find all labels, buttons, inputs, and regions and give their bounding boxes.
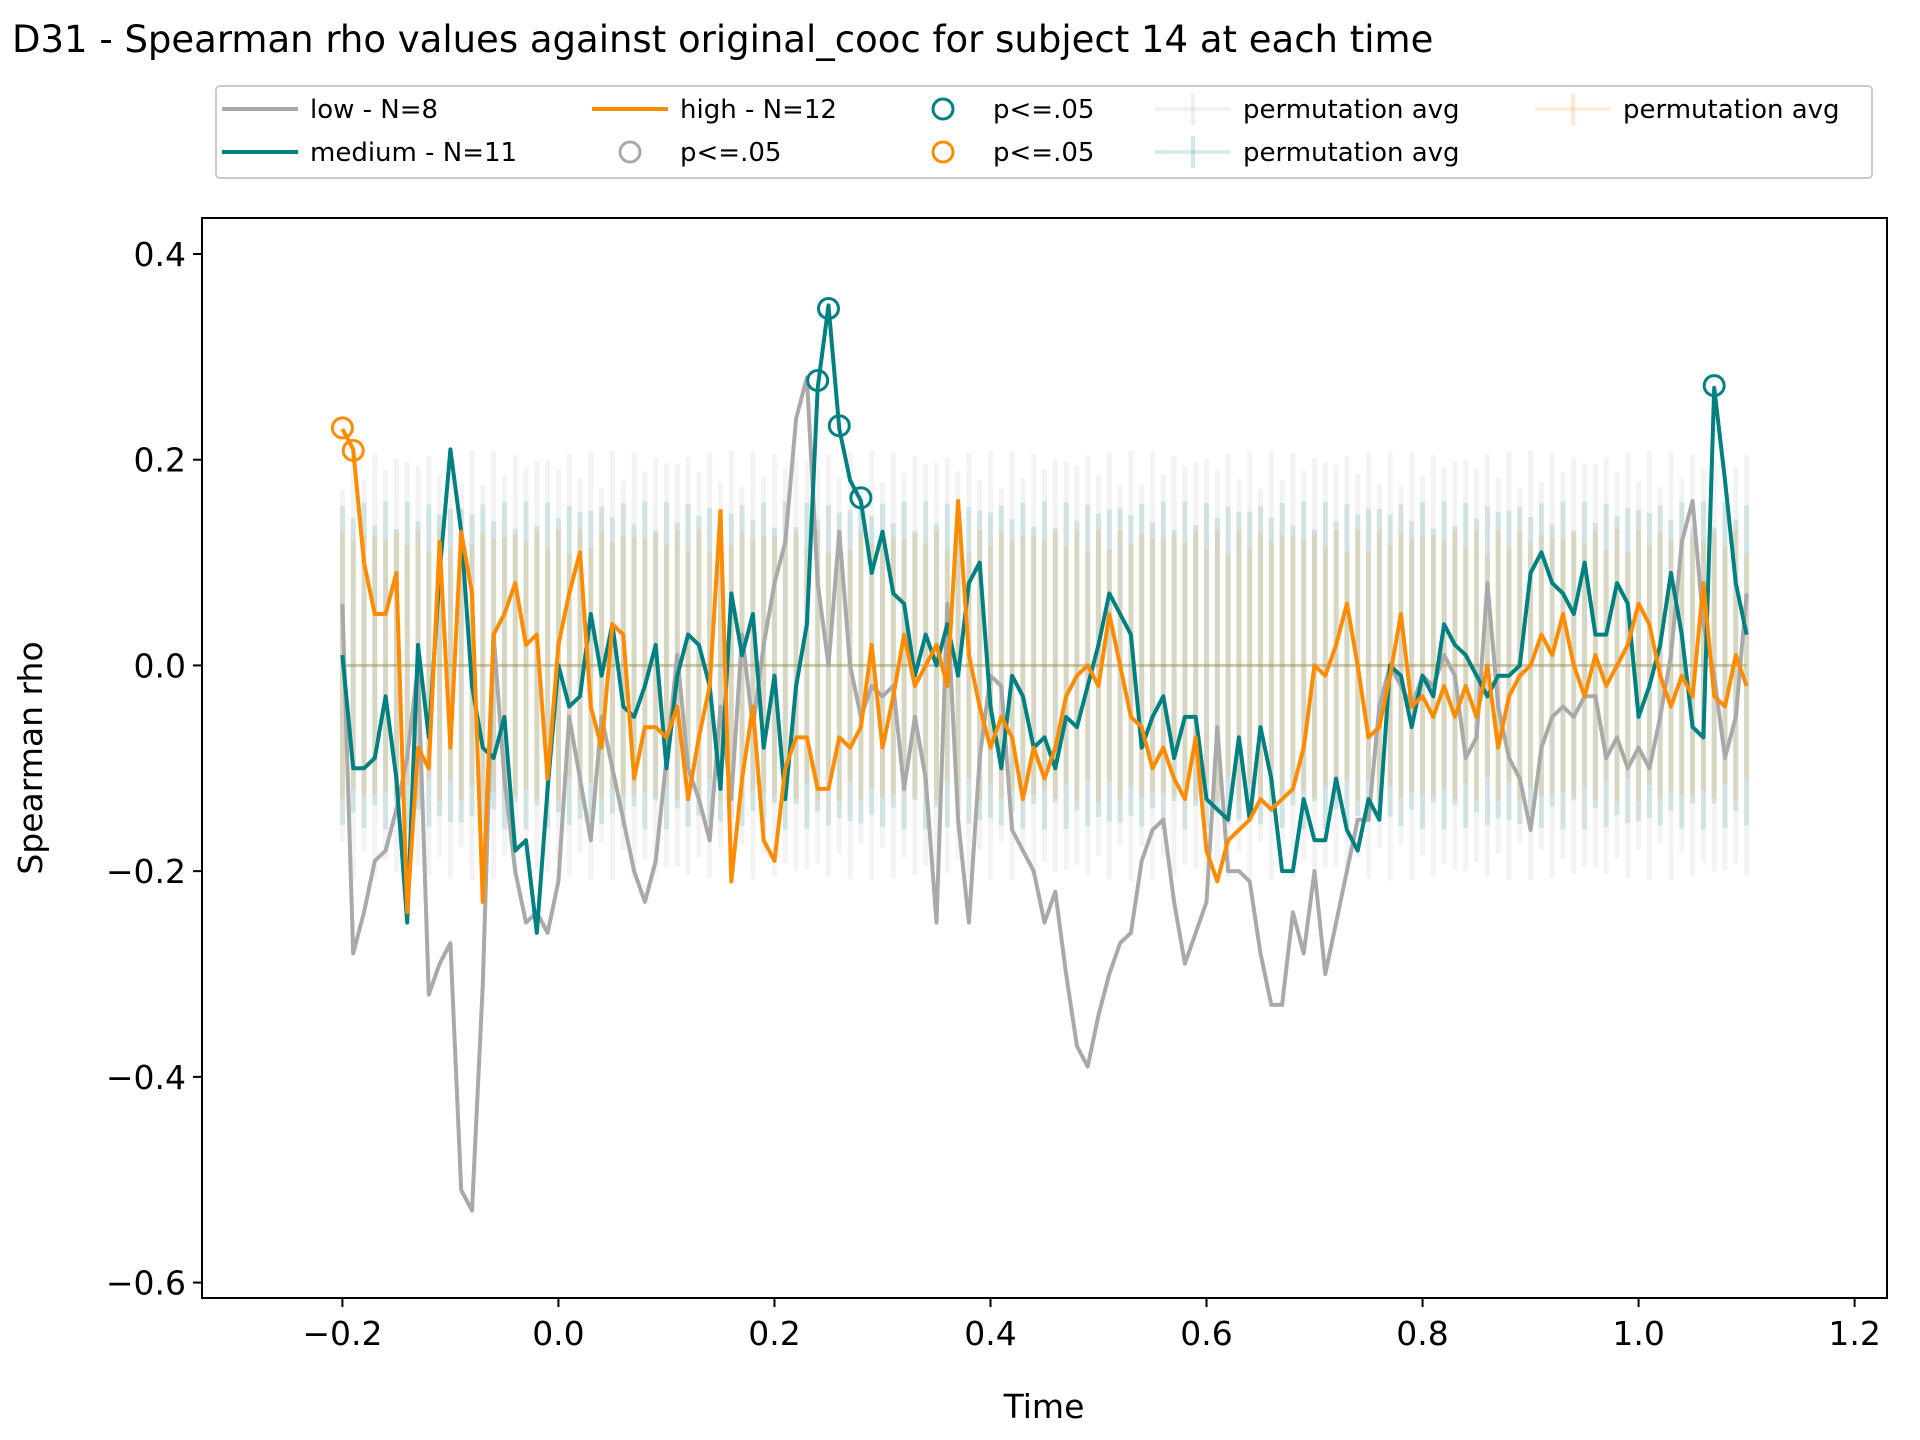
legend: low - N=8 medium - N=11 high - N=12 p<=.05 p…: [215, 85, 1873, 179]
x-tick-label: 1.0: [1612, 1314, 1664, 1353]
series-lines: [340, 303, 1749, 1213]
x-axis: −0.2 0.0 0.2 0.4 0.6 0.8 1.0 1.2: [302, 1298, 1881, 1353]
legend-label: p<=.05: [993, 138, 1094, 168]
permutation-errorbars: [339, 450, 1750, 881]
y-axis-label: Spearman rho: [11, 641, 50, 874]
series-line: [340, 427, 1749, 915]
x-tick-label: 0.6: [1180, 1314, 1232, 1353]
x-tick-label: −0.2: [302, 1314, 382, 1353]
significance-marker: [330, 416, 354, 440]
x-tick-label: 0.8: [1396, 1314, 1448, 1353]
legend-label: low - N=8: [310, 95, 438, 125]
x-axis-label: Time: [1003, 1387, 1085, 1426]
legend-circle-swatch: [931, 140, 955, 164]
y-tick-label: −0.4: [106, 1058, 186, 1097]
significance-marker: [849, 486, 873, 510]
legend-label: medium - N=11: [310, 138, 517, 168]
significance-markers: [330, 297, 1726, 510]
y-tick-label: −0.6: [106, 1264, 186, 1303]
y-tick-label: −0.2: [106, 852, 186, 891]
y-axis: 0.4 0.2 0.0 −0.2 −0.4 −0.6: [106, 235, 202, 1303]
x-tick-label: 0.2: [748, 1314, 800, 1353]
y-tick-label: 0.0: [134, 646, 186, 685]
x-tick-label: 0.4: [964, 1314, 1016, 1353]
legend-circle-swatch: [618, 140, 642, 164]
x-tick-label: 0.0: [532, 1314, 584, 1353]
legend-label: permutation avg: [1623, 95, 1840, 125]
plot-area: [201, 217, 1888, 1299]
significance-marker: [341, 438, 365, 462]
legend-label: permutation avg: [1243, 138, 1460, 168]
y-tick-label: 0.2: [134, 441, 186, 480]
y-tick-label: 0.4: [134, 235, 186, 274]
legend-label: permutation avg: [1243, 95, 1460, 125]
legend-label: p<=.05: [680, 138, 781, 168]
series-line: [340, 375, 1749, 1213]
significance-marker: [1702, 374, 1726, 398]
significance-marker: [806, 369, 830, 393]
plot-frame: [201, 217, 1888, 1299]
legend-label: p<=.05: [993, 95, 1094, 125]
significance-marker: [827, 414, 851, 438]
series-line: [340, 303, 1749, 935]
legend-circle-swatch: [931, 97, 955, 121]
legend-label: high - N=12: [680, 95, 837, 125]
x-tick-label: 1.2: [1828, 1314, 1880, 1353]
significance-marker: [816, 297, 840, 321]
chart-title: D31 - Spearman rho values against origin…: [12, 18, 1433, 61]
